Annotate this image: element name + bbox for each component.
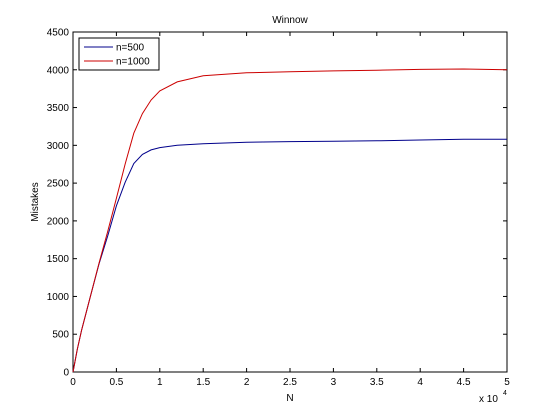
x-tick-label: 0.5 [109,377,123,388]
y-axis-label: Mistakes [30,182,41,221]
x-tick-label: 3 [331,377,337,388]
y-tick-label: 1500 [47,254,70,265]
legend-label-1: n=500 [116,43,145,54]
y-tick-label: 2000 [47,216,70,227]
x-scale-exponent: 4 [503,390,507,397]
x-tick-label: 3.5 [370,377,384,388]
x-tick-label: 2.5 [283,377,297,388]
x-tick-label: 5 [504,377,510,388]
y-tick-label: 3500 [47,103,70,114]
y-tick-label: 2500 [47,179,70,190]
x-tick-label: 4.5 [457,377,471,388]
x-tick-label: 2 [244,377,250,388]
y-tick-label: 3000 [47,141,70,152]
y-tick-label: 500 [52,330,69,341]
y-tick-label: 1000 [47,292,70,303]
x-tick-label: 1.5 [196,377,210,388]
x-scale-factor: x 10 [479,394,498,405]
chart-title: Winnow [272,15,308,26]
series-line-2 [72,68,508,373]
y-tick-label: 4000 [47,65,70,76]
x-tick-label: 4 [417,377,423,388]
x-tick-label: 0 [70,377,76,388]
y-tick-label: 0 [63,368,69,379]
legend: n=500 n=1000 [78,37,160,71]
legend-box [78,37,160,71]
y-tick-label: 4500 [47,28,70,39]
legend-label-2: n=1000 [116,57,150,68]
x-axis-label: N [286,393,293,404]
plot-area [72,31,508,373]
x-tick-label: 1 [157,377,163,388]
